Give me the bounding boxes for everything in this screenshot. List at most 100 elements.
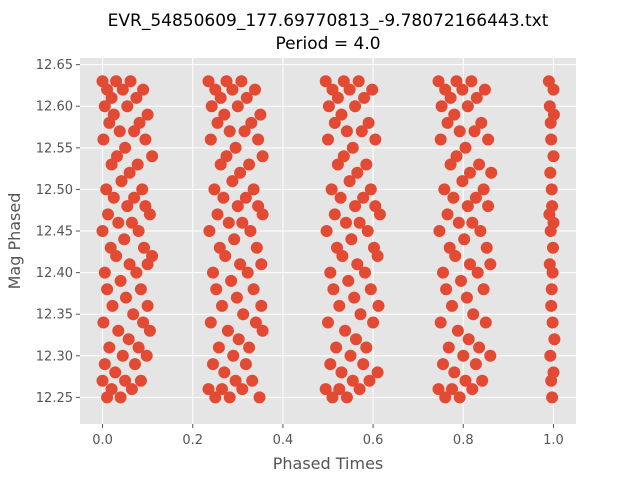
data-point bbox=[330, 341, 343, 354]
data-point bbox=[120, 291, 132, 304]
data-point bbox=[547, 150, 560, 163]
data-point bbox=[219, 250, 232, 262]
data-point bbox=[322, 100, 335, 113]
data-point bbox=[469, 191, 482, 204]
x-tick-label: 0.0 bbox=[92, 433, 113, 448]
data-point bbox=[546, 266, 559, 279]
data-point bbox=[130, 266, 143, 279]
data-point bbox=[476, 374, 489, 387]
data-point bbox=[217, 191, 230, 204]
data-point bbox=[453, 391, 466, 404]
y-tick-label: 12.40 bbox=[36, 266, 73, 281]
data-point bbox=[230, 291, 243, 304]
y-tick-label: 12.55 bbox=[36, 141, 73, 156]
data-point bbox=[545, 183, 558, 196]
data-point bbox=[214, 91, 227, 104]
data-point bbox=[340, 125, 353, 138]
data-point bbox=[456, 83, 469, 96]
data-point bbox=[114, 274, 127, 287]
data-point bbox=[479, 316, 492, 329]
data-point bbox=[446, 299, 458, 312]
data-point bbox=[546, 316, 559, 329]
data-point bbox=[237, 308, 250, 321]
data-point bbox=[373, 208, 386, 221]
data-point bbox=[256, 324, 269, 337]
data-point bbox=[482, 133, 495, 146]
data-point bbox=[98, 100, 111, 113]
y-tick-label: 12.60 bbox=[36, 100, 73, 115]
data-point bbox=[140, 349, 153, 362]
data-point bbox=[360, 341, 373, 354]
data-point bbox=[143, 208, 156, 221]
data-point bbox=[319, 383, 332, 396]
data-point bbox=[241, 266, 254, 279]
data-point bbox=[545, 299, 558, 312]
data-point bbox=[141, 299, 154, 312]
data-point bbox=[357, 191, 370, 204]
data-point bbox=[337, 150, 350, 163]
data-point bbox=[364, 183, 377, 196]
data-point bbox=[319, 75, 332, 88]
data-point bbox=[234, 166, 247, 179]
data-point bbox=[547, 83, 560, 96]
data-point bbox=[324, 358, 337, 371]
x-tick-label: 0.6 bbox=[363, 433, 384, 448]
data-point bbox=[207, 266, 219, 279]
data-point bbox=[247, 183, 260, 196]
data-point bbox=[449, 250, 462, 262]
data-point bbox=[444, 158, 457, 171]
data-point bbox=[466, 383, 479, 396]
data-point bbox=[234, 258, 247, 271]
data-point bbox=[473, 341, 486, 354]
data-point bbox=[106, 299, 119, 312]
data-point bbox=[204, 316, 217, 329]
data-point bbox=[103, 341, 116, 354]
data-point bbox=[446, 383, 458, 396]
data-point bbox=[228, 233, 241, 246]
data-point bbox=[452, 216, 465, 229]
data-point bbox=[345, 233, 358, 246]
data-point bbox=[351, 258, 364, 271]
data-point bbox=[216, 383, 228, 396]
data-point bbox=[358, 91, 371, 104]
data-point bbox=[134, 283, 147, 296]
data-point bbox=[98, 266, 111, 279]
data-point bbox=[478, 83, 491, 96]
data-point bbox=[459, 141, 472, 154]
data-point bbox=[137, 83, 150, 96]
data-point bbox=[464, 166, 476, 179]
data-point bbox=[249, 83, 261, 96]
data-point bbox=[132, 225, 145, 237]
data-point bbox=[146, 150, 159, 163]
data-point bbox=[349, 200, 362, 213]
data-point bbox=[545, 133, 558, 146]
data-point bbox=[125, 383, 138, 396]
data-point bbox=[320, 225, 333, 237]
data-point bbox=[547, 366, 560, 379]
data-point bbox=[220, 75, 233, 88]
data-point bbox=[250, 241, 263, 254]
data-point bbox=[451, 324, 464, 337]
data-point bbox=[226, 175, 239, 188]
data-point bbox=[222, 216, 235, 229]
data-point bbox=[322, 316, 334, 329]
data-point bbox=[232, 333, 245, 346]
x-tick-label: 1.0 bbox=[543, 433, 564, 448]
data-point bbox=[333, 383, 346, 396]
data-point bbox=[340, 216, 352, 229]
data-point bbox=[434, 133, 447, 146]
data-point bbox=[361, 225, 374, 237]
x-tick-label: 0.2 bbox=[182, 433, 203, 448]
data-point bbox=[369, 133, 382, 146]
ticks: 0.0 0.2 0.4 0.6 0.8 1.0 12.25 12.30 12.35 12.40 12… bbox=[36, 58, 564, 448]
y-tick-label: 12.30 bbox=[36, 349, 73, 364]
data-point bbox=[548, 333, 561, 346]
data-point bbox=[229, 141, 242, 154]
y-tick-label: 12.50 bbox=[36, 183, 73, 198]
data-point bbox=[203, 225, 216, 237]
data-point bbox=[123, 258, 136, 271]
data-point bbox=[328, 208, 341, 221]
data-point bbox=[469, 358, 482, 371]
data-point bbox=[216, 299, 228, 312]
